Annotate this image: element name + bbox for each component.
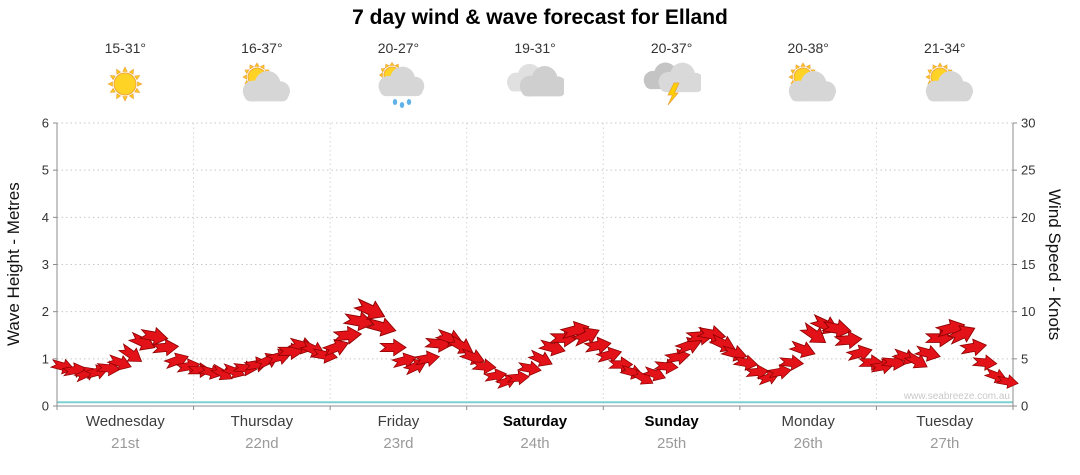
- right-tick-label: 25: [1021, 163, 1035, 178]
- cloudy-icon: [506, 62, 568, 108]
- watermark: www.seabreeze.com.au: [903, 391, 1010, 402]
- left-tick-label: 5: [42, 163, 49, 178]
- wind-arrow: [353, 298, 386, 320]
- wind-arrow: [379, 338, 407, 357]
- wind-arrow: [516, 360, 542, 377]
- wind-arrow: [788, 340, 816, 358]
- temperature-range: 21-34°: [924, 40, 966, 56]
- right-tick-label: 30: [1021, 116, 1035, 131]
- right-tick-label: 10: [1021, 304, 1035, 319]
- wind-arrow: [946, 325, 976, 345]
- wind-arrow: [332, 325, 363, 345]
- day-name: Sunday: [644, 413, 699, 430]
- temperature-range: 20-38°: [787, 40, 829, 56]
- day-date: 22nd: [245, 435, 279, 452]
- wind-arrow: [767, 364, 792, 380]
- day-date: 23rd: [383, 435, 414, 452]
- day-label: Thursday 22nd: [194, 413, 331, 452]
- day-header: 16-37°: [194, 40, 331, 108]
- wind-arrow: [117, 343, 143, 362]
- temperature-range: 20-27°: [377, 40, 420, 56]
- wind-arrow: [674, 336, 703, 355]
- temperature-range: 15-31°: [104, 40, 146, 56]
- day-header: 15-31°: [57, 40, 194, 108]
- day-label: Friday 23rd: [330, 413, 467, 452]
- wind-arrow: [959, 338, 988, 357]
- wind-arrow: [446, 334, 474, 354]
- wind-arrow: [799, 322, 827, 343]
- day-name: Thursday: [230, 413, 294, 430]
- partly-cloudy-icon: [779, 62, 837, 108]
- sun-icon: [96, 62, 154, 108]
- day-labels: Wednesday 21st Thursday 22nd Friday 23rd…: [57, 413, 1013, 452]
- wind-arrow: [458, 348, 486, 366]
- wind-arrow: [413, 350, 441, 368]
- wind-arrow: [321, 338, 350, 357]
- day-header: 20-27°: [330, 40, 467, 108]
- wind-arrow: [663, 348, 691, 366]
- wind-arrow: [720, 344, 748, 362]
- day-label: Saturday 24th: [467, 413, 604, 452]
- left-tick-label: 3: [42, 257, 49, 272]
- temperature-range: 19-31°: [514, 40, 556, 56]
- day-header: 20-38°: [740, 40, 877, 108]
- wind-arrow: [506, 370, 530, 386]
- wind-arrow: [365, 317, 397, 337]
- left-tick-label: 0: [42, 399, 49, 414]
- wind-arrow: [833, 330, 863, 350]
- page-title: 7 day wind & wave forecast for Elland: [352, 6, 728, 29]
- right-axis-label: Wind Speed - Knots: [1045, 188, 1064, 341]
- left-tick-label: 4: [42, 210, 49, 225]
- day-label: Monday 26th: [740, 413, 877, 452]
- right-tick-label: 5: [1021, 351, 1028, 366]
- partly-cloudy-icon: [916, 62, 974, 108]
- day-name: Monday: [781, 413, 835, 430]
- wind-arrow: [642, 366, 666, 382]
- day-header: 19-31°: [467, 40, 604, 108]
- wind-arrow: [913, 344, 941, 362]
- thunderstorm-icon: [643, 62, 704, 108]
- day-name: Saturday: [502, 413, 568, 430]
- day-date: 21st: [111, 435, 140, 452]
- day-date: 24th: [520, 435, 550, 452]
- day-date: 26th: [793, 435, 823, 452]
- day-label: Sunday 25th: [603, 413, 740, 452]
- wind-arrow: [744, 364, 770, 380]
- day-name: Friday: [377, 413, 420, 430]
- right-tick-label: 15: [1021, 257, 1035, 272]
- wind-arrow: [527, 349, 553, 367]
- day-label: Wednesday 21st: [57, 413, 194, 452]
- temperature-range: 16-37°: [241, 40, 283, 56]
- partly-cloudy-icon: [233, 62, 291, 108]
- right-tick-label: 20: [1021, 210, 1035, 225]
- day-date: 25th: [657, 435, 687, 452]
- wind-arrow: [732, 354, 759, 371]
- day-name: Tuesday: [916, 413, 974, 430]
- right-tick-label: 0: [1021, 399, 1028, 414]
- wind-arrow: [971, 354, 998, 371]
- wind-arrow: [151, 338, 180, 357]
- day-header: 21-34°: [876, 40, 1013, 108]
- wind-arrow: [778, 354, 805, 371]
- wind-arrow: [995, 374, 1019, 389]
- left-tick-label: 2: [42, 304, 49, 319]
- wind-arrow: [342, 311, 375, 332]
- left-tick-label: 1: [42, 351, 49, 366]
- day-date: 27th: [930, 435, 960, 452]
- day-header: 20-37°: [603, 40, 740, 108]
- rain-showers-icon: [369, 61, 427, 108]
- temperature-range: 20-37°: [650, 40, 693, 56]
- day-name: Wednesday: [85, 413, 165, 430]
- wind-arrow: [106, 354, 132, 371]
- day-label: Tuesday 27th: [876, 413, 1013, 452]
- left-tick-label: 6: [42, 116, 49, 131]
- day-headers: 15-31° 16-37° 20-27° 19-31° 20-37°: [57, 40, 1013, 108]
